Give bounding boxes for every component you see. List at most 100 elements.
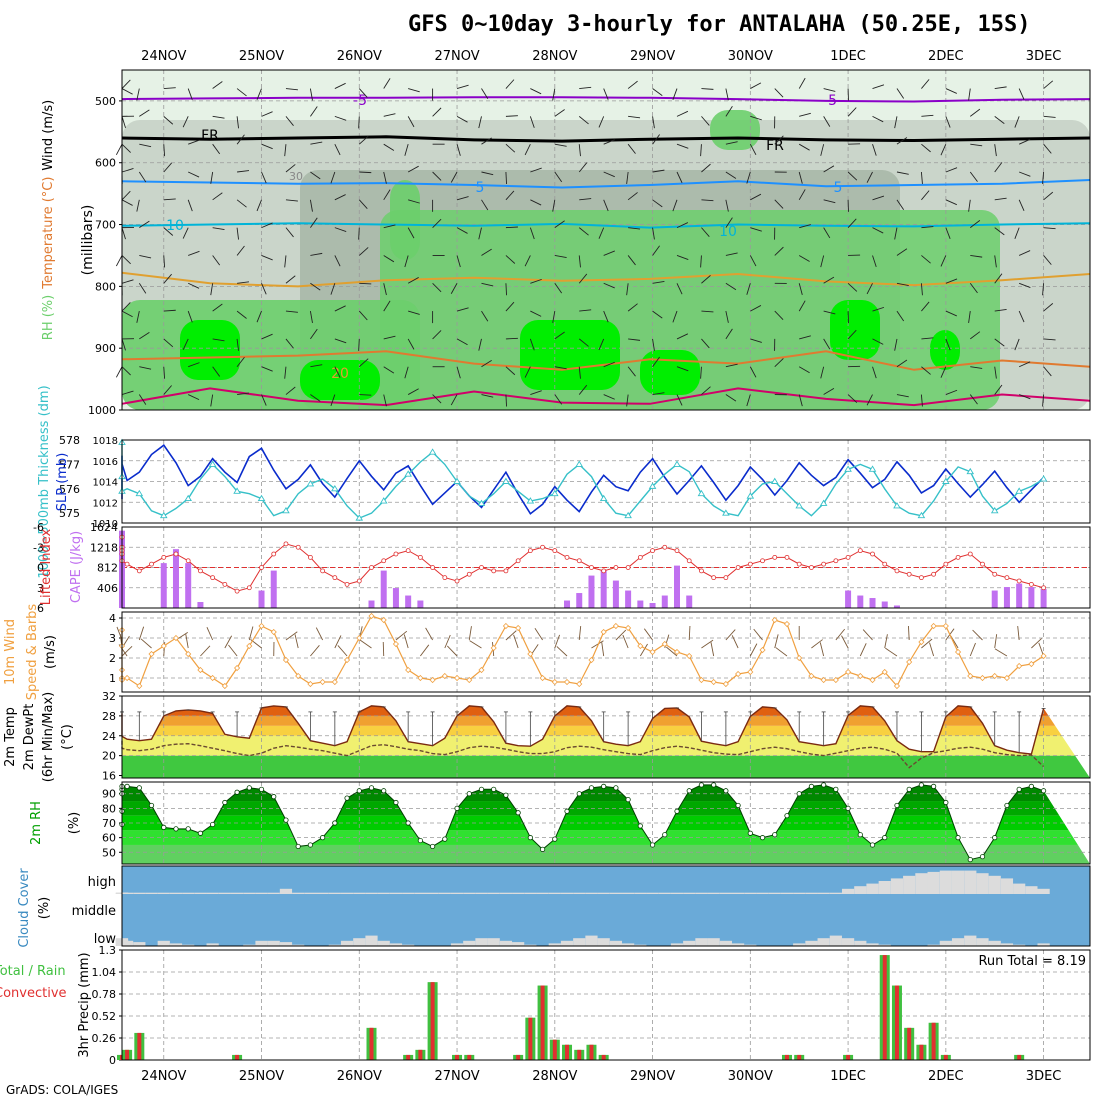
wind-barb — [701, 88, 714, 90]
wind-barb — [383, 189, 391, 201]
cloud-high-bar — [622, 892, 635, 894]
thickness-marker — [135, 489, 144, 497]
wind-barb — [994, 197, 1007, 201]
cape-bar — [991, 590, 998, 608]
wind-barb — [847, 394, 858, 404]
wind-barb — [554, 394, 563, 405]
wind-barb — [334, 143, 341, 156]
wind-marker — [576, 680, 583, 688]
wind-barb — [310, 252, 323, 256]
li-marker — [259, 565, 264, 570]
wind-marker — [453, 674, 461, 682]
rh-marker — [576, 791, 582, 797]
cloud-high-bar — [255, 892, 268, 894]
wind-barb — [408, 310, 420, 315]
rh-marker — [515, 810, 521, 816]
rh-marker — [185, 826, 191, 832]
wind-barb — [530, 310, 542, 317]
thickness-marker — [722, 509, 730, 516]
cape-bar — [625, 590, 632, 608]
cloud-low-bar — [1037, 943, 1050, 946]
wind-barb — [823, 387, 835, 395]
wind-barb — [261, 171, 267, 184]
wind-barb-10m — [446, 645, 458, 657]
cloud-high-bar — [560, 892, 574, 894]
wind-barb — [383, 300, 391, 312]
rh-marker — [442, 836, 448, 842]
rh-marker — [747, 830, 753, 836]
contour-label: -5 — [353, 93, 367, 109]
wind-marker — [172, 634, 180, 642]
wind-barb — [725, 310, 729, 323]
wind-barb — [524, 143, 531, 156]
ylabel-temperature: Temperature (°C) — [41, 177, 56, 290]
wind-marker — [405, 666, 412, 674]
wind-barb — [774, 310, 784, 321]
wind-barb — [121, 79, 131, 89]
cloud-high-bar — [377, 892, 390, 894]
wind-barb — [163, 162, 172, 173]
li-marker — [723, 575, 729, 581]
li-marker — [699, 568, 704, 574]
cloud-high-bar — [426, 892, 439, 894]
wind-marker — [515, 624, 522, 632]
rh-marker — [649, 842, 656, 848]
precip-convective-bar — [919, 1044, 924, 1060]
thickness-marker — [575, 460, 584, 467]
li-marker — [344, 581, 350, 587]
wind-barb — [121, 227, 126, 240]
wind-barb — [1018, 250, 1031, 256]
wind-barb — [896, 310, 905, 322]
panel-ylabel: (millibars) — [80, 205, 96, 276]
cloud-frame — [121, 865, 1091, 947]
wind-marker — [881, 668, 888, 676]
li-marker — [430, 565, 436, 570]
ylabel-precip: 3hr Precip (mm) — [77, 952, 92, 1057]
wind-barb — [725, 88, 729, 101]
wind-marker — [246, 642, 253, 650]
cloud-low-bar — [450, 943, 464, 946]
li-marker — [307, 554, 313, 560]
isotherm-FR — [121, 135, 1091, 143]
wind-marker — [979, 674, 986, 682]
wind-barb — [210, 283, 214, 296]
wind-barb — [188, 362, 200, 368]
wind-barb — [1043, 255, 1052, 265]
rh-marker — [320, 835, 326, 841]
wind-barb — [968, 199, 971, 212]
li-marker — [906, 571, 912, 577]
wind-barb — [798, 366, 810, 374]
cape-bar — [172, 549, 179, 608]
thickness-marker — [648, 482, 657, 489]
wind-barb — [121, 279, 134, 284]
wind-barb — [603, 88, 609, 100]
wind-barb-10m — [337, 645, 348, 657]
thickness-marker — [526, 497, 535, 504]
wind-barb — [310, 282, 321, 291]
wind-barb — [578, 384, 588, 395]
rh-marker — [1041, 788, 1047, 794]
rh-marker — [845, 805, 851, 811]
pressure-tick: 1000 — [88, 404, 116, 417]
cape-bar — [185, 563, 192, 608]
wind-barb — [407, 165, 419, 173]
rh-marker — [332, 820, 338, 826]
wind-barb — [121, 366, 131, 376]
wind-barb — [310, 328, 318, 340]
rh-marker — [381, 788, 387, 794]
wind-barb — [676, 366, 689, 372]
cloud-low-bar — [292, 944, 305, 946]
cloud-low-bar — [512, 942, 525, 946]
top-day-label: 30NOV — [728, 49, 773, 64]
wind-barb — [121, 390, 134, 395]
thickness-marker — [770, 477, 779, 484]
thickness-marker — [551, 489, 559, 497]
li-marker — [161, 554, 167, 560]
cloud-low-bar — [951, 938, 965, 946]
wind-barb — [652, 310, 663, 319]
wind-barb — [866, 171, 873, 183]
wind-barb — [894, 116, 898, 129]
wind-barb — [652, 134, 660, 145]
cape-bar — [857, 595, 864, 608]
wind-ylabel: 10m Wind Speed & Barbs (m/s) — [3, 604, 58, 701]
